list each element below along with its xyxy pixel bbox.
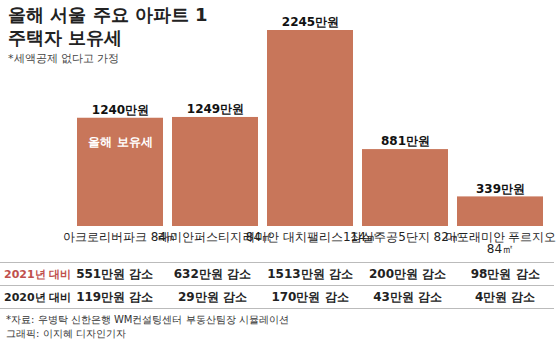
html-text:올해 서울 주요 아파트 1주택자 보유세: 올해 서울 주요 아파트 1주택자 보유세 [8, 4, 208, 48]
html-text:*세액공제 없다고 가정: *세액공제 없다고 가정 [8, 52, 120, 65]
svg-text:339만원: 339만원 [476, 182, 525, 196]
svg-text:잠실주공5단지 82㎡: 잠실주공5단지 82㎡ [350, 230, 461, 244]
svg-text:1249만원: 1249만원 [187, 102, 244, 116]
svg-text:2245만원: 2245만원 [282, 15, 339, 29]
svg-text:래미안 대치팰리스114㎡: 래미안 대치팰리스114㎡ [243, 230, 378, 244]
html-text:170만원 감소: 170만원 감소 [271, 289, 349, 304]
html-text:2021년 대비 551만원 감소: 2021년 대비 551만원 감소 [4, 266, 154, 281]
html-text:632만원 감소: 632만원 감소 [173, 266, 251, 281]
svg-text:래미안퍼스티지 84㎡: 래미안퍼스티지 84㎡ [158, 230, 273, 244]
html-text:43만원 감소: 43만원 감소 [373, 289, 442, 304]
svg-text:아크로리버파크 84㎡: 아크로리버파크 84㎡ [63, 230, 178, 244]
svg-text:올해 보유세: 올해 보유세 [88, 135, 152, 149]
svg-text:881만원: 881만원 [381, 134, 430, 148]
svg-text:마포래미안 푸르지오84㎡: 마포래미안 푸르지오84㎡ [445, 230, 557, 256]
html-text:1513만원 감소: 1513만원 감소 [267, 266, 353, 281]
svg-text:1240만원: 1240만원 [92, 103, 149, 117]
html-text:200만원 감소: 200만원 감소 [369, 266, 447, 281]
html-text:그래픽: 이지혜 디자인기자: 그래픽: 이지혜 디자인기자 [6, 328, 126, 339]
html-text:*자료: 우병탁 신한은행 WM컨설팅센터 부동산팀장 시뮬: *자료: 우병탁 신한은행 WM컨설팅센터 부동산팀장 시뮬레이션 [6, 314, 289, 325]
html-text:2020년 대비 119만원 감소: 2020년 대비 119만원 감소 [4, 289, 154, 304]
html-text:4만원 감소: 4만원 감소 [474, 289, 536, 304]
html-text:29만원 감소: 29만원 감소 [177, 289, 247, 304]
html-text:98만원 감소: 98만원 감소 [470, 266, 540, 281]
